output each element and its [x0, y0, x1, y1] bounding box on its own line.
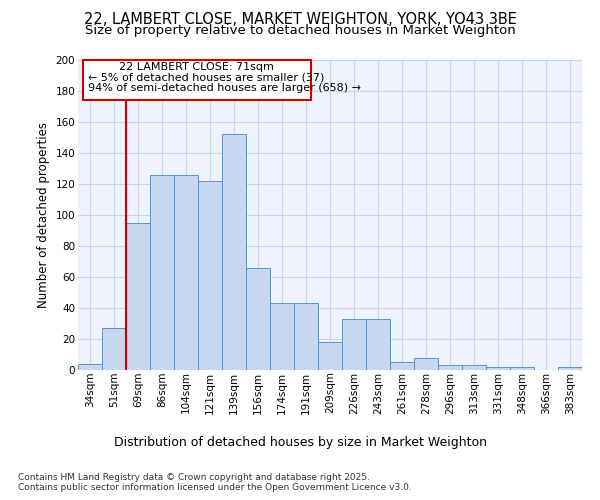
Bar [198, 181, 222, 370]
Text: Size of property relative to detached houses in Market Weighton: Size of property relative to detached ho… [85, 24, 515, 37]
Text: ← 5% of detached houses are smaller (37): ← 5% of detached houses are smaller (37) [88, 72, 324, 83]
Bar [126, 223, 150, 370]
Bar [390, 362, 414, 370]
Bar [342, 319, 366, 370]
Bar [318, 342, 342, 370]
Bar [510, 367, 534, 370]
Bar [486, 367, 510, 370]
Bar [270, 304, 294, 370]
FancyBboxPatch shape [83, 60, 311, 100]
Bar [414, 358, 438, 370]
Text: Distribution of detached houses by size in Market Weighton: Distribution of detached houses by size … [113, 436, 487, 449]
Bar [102, 328, 126, 370]
Bar [222, 134, 246, 370]
Text: 22, LAMBERT CLOSE, MARKET WEIGHTON, YORK, YO43 3BE: 22, LAMBERT CLOSE, MARKET WEIGHTON, YORK… [83, 12, 517, 28]
Text: 22 LAMBERT CLOSE: 71sqm: 22 LAMBERT CLOSE: 71sqm [119, 62, 274, 72]
Bar [462, 366, 486, 370]
Bar [366, 319, 390, 370]
Bar [78, 364, 102, 370]
Y-axis label: Number of detached properties: Number of detached properties [37, 122, 50, 308]
Bar [558, 367, 582, 370]
Bar [246, 268, 270, 370]
Text: 94% of semi-detached houses are larger (658) →: 94% of semi-detached houses are larger (… [88, 83, 361, 93]
Bar [174, 174, 198, 370]
Bar [438, 366, 462, 370]
Text: Contains HM Land Registry data © Crown copyright and database right 2025.
Contai: Contains HM Land Registry data © Crown c… [18, 473, 412, 492]
Bar [294, 304, 318, 370]
Bar [150, 174, 174, 370]
